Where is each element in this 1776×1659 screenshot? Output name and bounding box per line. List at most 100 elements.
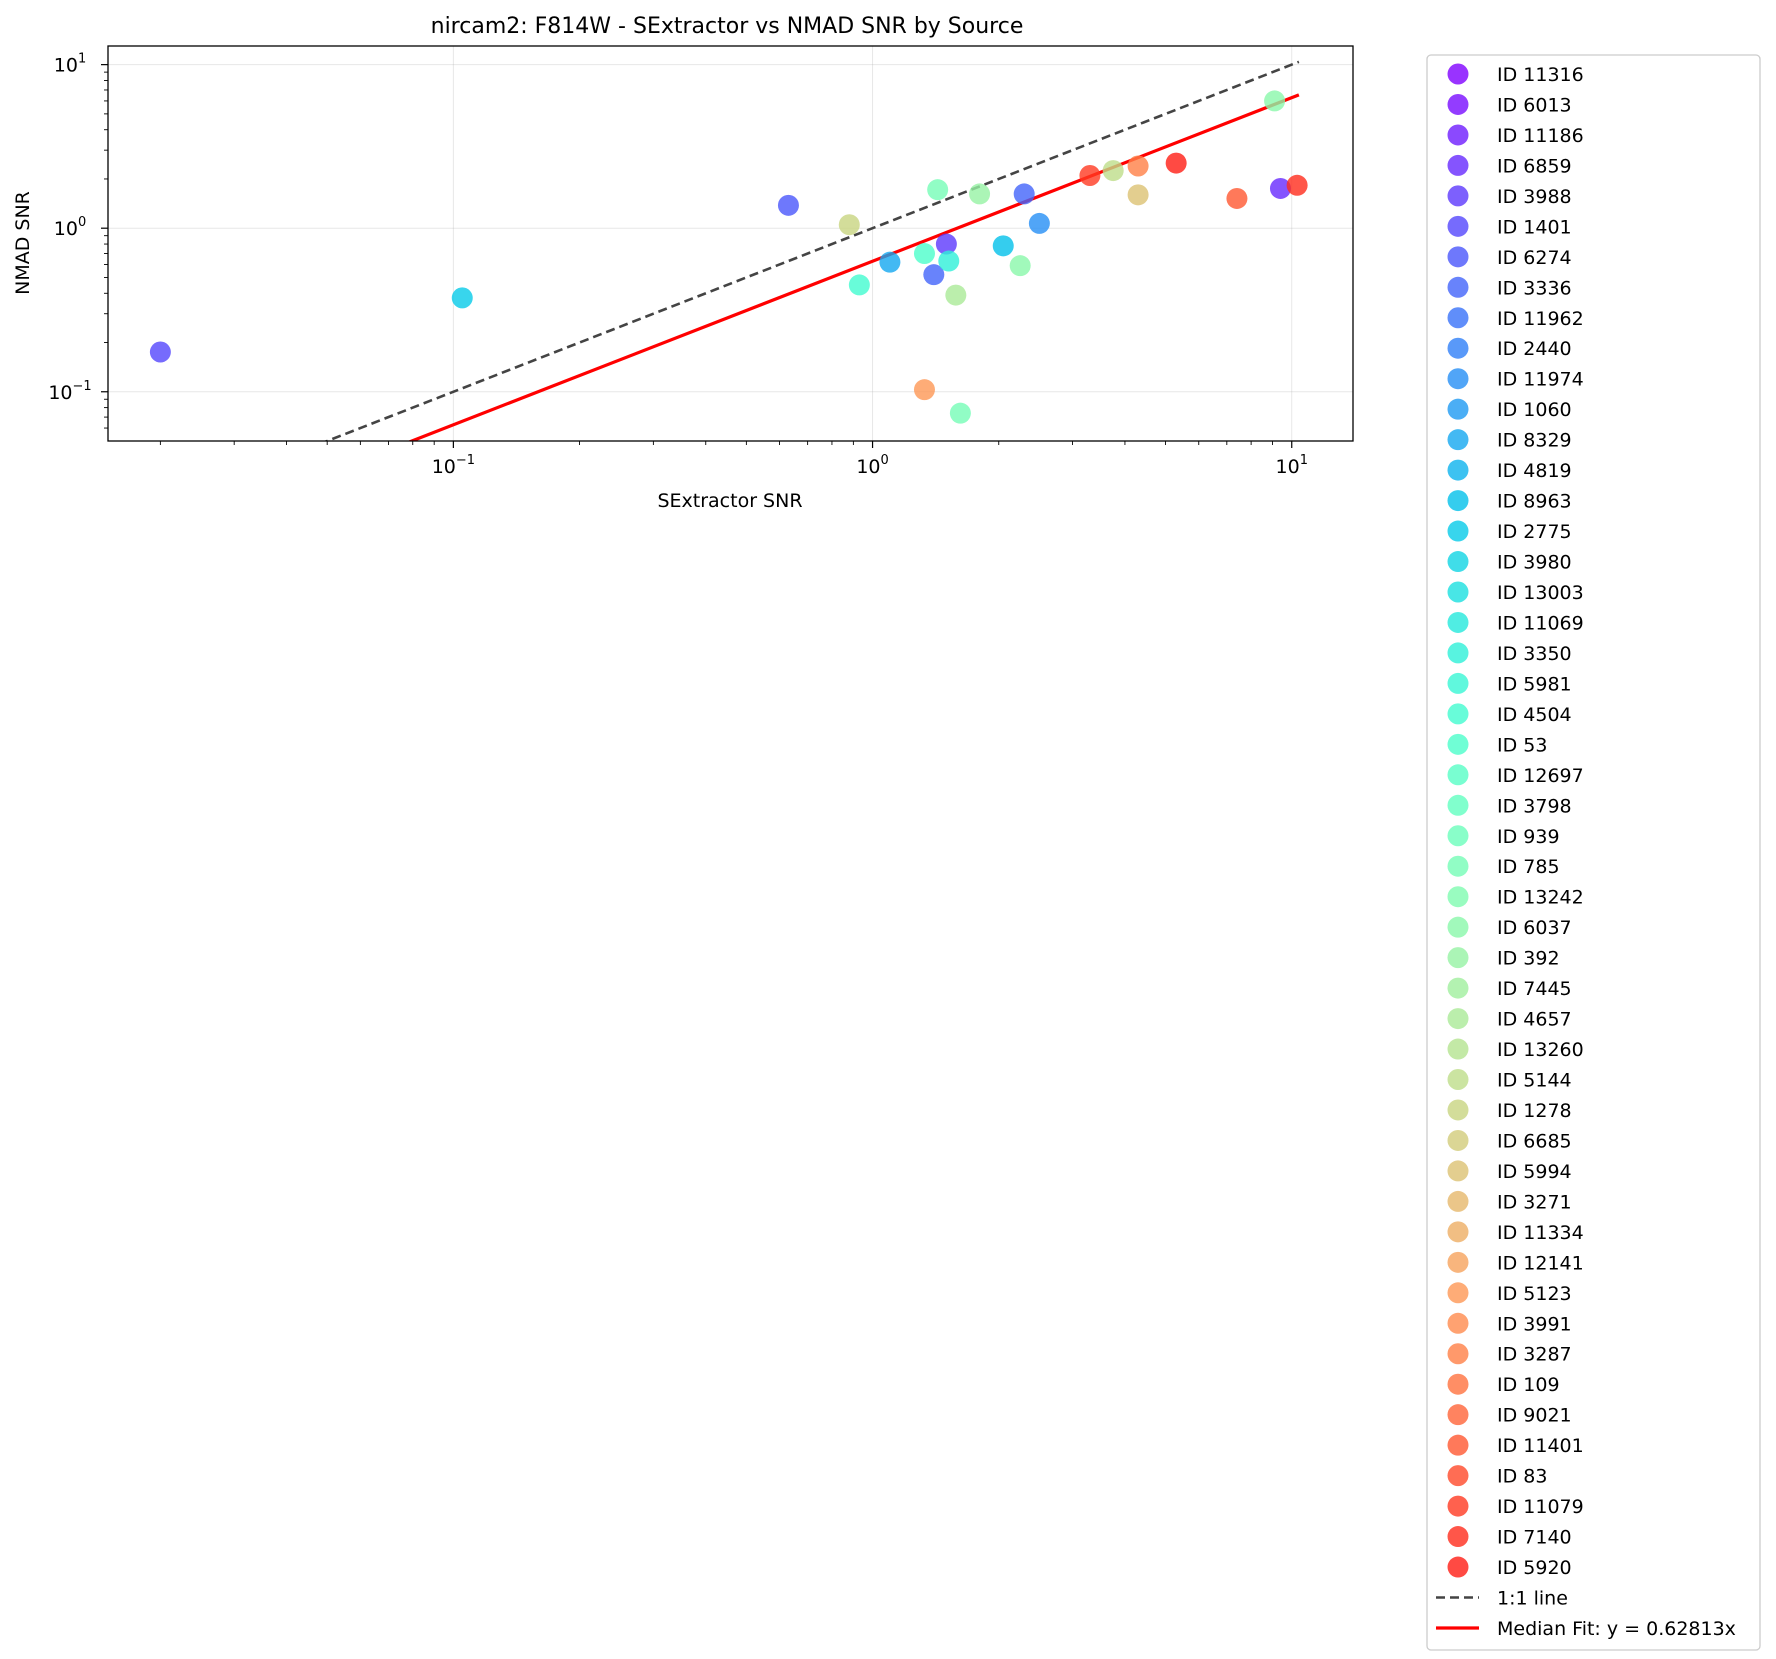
legend-label: ID 785: [1497, 856, 1560, 878]
legend-label: ID 3991: [1497, 1313, 1572, 1335]
legend-label: ID 3271: [1497, 1191, 1572, 1213]
legend-label: ID 7140: [1497, 1527, 1572, 1549]
legend-label: ID 2775: [1497, 521, 1572, 543]
legend-marker: [1447, 246, 1469, 268]
legend-label: ID 11962: [1497, 308, 1584, 330]
legend-label: ID 4657: [1497, 1009, 1572, 1031]
legend-label: ID 12141: [1497, 1252, 1584, 1274]
legend-label: ID 13260: [1497, 1039, 1584, 1061]
legend-label: 1:1 line: [1497, 1588, 1568, 1610]
identity-line: [323, 60, 1300, 441]
legend-marker: [1447, 459, 1469, 481]
legend-marker: [1447, 551, 1469, 573]
legend-marker: [1447, 490, 1469, 512]
data-point: [848, 274, 870, 296]
legend-marker: [1447, 1008, 1469, 1030]
legend-label: ID 4819: [1497, 460, 1572, 482]
data-point: [945, 284, 967, 306]
data-point: [777, 194, 799, 216]
legend-label: ID 11186: [1497, 125, 1584, 147]
y-tick-label: 100: [54, 215, 86, 240]
legend-marker: [1447, 154, 1469, 176]
data-point: [1028, 212, 1050, 234]
axis-ticks: 10−1 100 101 10−1 100 101: [48, 52, 1308, 478]
legend-label: ID 11079: [1497, 1496, 1584, 1518]
legend-label: ID 5920: [1497, 1557, 1572, 1579]
data-points: [149, 90, 1308, 424]
data-point: [913, 243, 935, 265]
legend-label: Median Fit: y = 0.62813x: [1497, 1618, 1736, 1640]
reference-lines: [323, 60, 1300, 441]
legend-marker: [1447, 185, 1469, 207]
data-point: [451, 287, 473, 309]
data-point: [969, 183, 991, 205]
legend-label: ID 392: [1497, 948, 1560, 970]
legend-label: ID 11974: [1497, 369, 1584, 391]
legend-marker: [1447, 215, 1469, 237]
y-tick-label: 101: [54, 52, 86, 77]
legend-marker: [1447, 1343, 1469, 1365]
chart-title: nircam2: F814W - SExtractor vs NMAD SNR …: [431, 14, 1024, 39]
data-point: [1127, 155, 1149, 177]
legend-label: ID 6685: [1497, 1130, 1572, 1152]
legend-marker: [1447, 794, 1469, 816]
legend-label: ID 11334: [1497, 1222, 1584, 1244]
legend-label: ID 13003: [1497, 582, 1584, 604]
legend-label: ID 5144: [1497, 1070, 1572, 1092]
legend-marker: [1447, 1099, 1469, 1121]
legend-marker: [1447, 307, 1469, 329]
legend-marker: [1447, 276, 1469, 298]
legend-marker: [1447, 733, 1469, 755]
legend-marker: [1447, 520, 1469, 542]
legend-marker: [1447, 642, 1469, 664]
legend-label: ID 2440: [1497, 338, 1572, 360]
legend-marker: [1447, 977, 1469, 999]
legend-label: ID 8329: [1497, 430, 1572, 452]
legend-items: ID 11316 ID 6013 ID 11186 ID 6859 ID 3988 ID …: [1436, 63, 1736, 1640]
legend-marker: [1447, 1069, 1469, 1091]
legend-marker: [1447, 398, 1469, 420]
legend-label: ID 6859: [1497, 155, 1572, 177]
legend-label: ID 53: [1497, 734, 1547, 756]
legend-label: ID 3798: [1497, 795, 1572, 817]
legend-marker: [1447, 611, 1469, 633]
data-point: [1286, 174, 1308, 196]
data-point: [1013, 183, 1035, 205]
legend-label: ID 3287: [1497, 1344, 1572, 1366]
legend-marker: [1447, 63, 1469, 85]
legend-label: ID 1278: [1497, 1100, 1572, 1122]
data-point: [1165, 152, 1187, 174]
y-axis-label: NMAD SNR: [12, 191, 34, 295]
legend-label: ID 3988: [1497, 186, 1572, 208]
grid-lines: [108, 46, 1353, 441]
legend-label: ID 5994: [1497, 1161, 1572, 1183]
legend-label: ID 11316: [1497, 64, 1584, 86]
legend-marker: [1447, 1434, 1469, 1456]
legend: ID 11316 ID 6013 ID 11186 ID 6859 ID 3988 ID …: [1426, 54, 1761, 1651]
legend-marker: [1447, 1495, 1469, 1517]
legend-marker: [1447, 1373, 1469, 1395]
legend-label: ID 12697: [1497, 765, 1584, 787]
data-point: [1264, 90, 1286, 112]
legend-marker: [1447, 764, 1469, 786]
legend-marker: [1447, 947, 1469, 969]
legend-marker: [1447, 916, 1469, 938]
legend-marker: [1447, 368, 1469, 390]
x-tick-label: 101: [1276, 453, 1308, 478]
legend-marker: [1447, 886, 1469, 908]
legend-marker: [1447, 1404, 1469, 1426]
legend-marker: [1447, 1526, 1469, 1548]
data-point: [1102, 160, 1124, 182]
x-tick-label: 100: [856, 453, 888, 478]
x-axis-label: SExtractor SNR: [657, 490, 802, 512]
legend-marker: [1447, 672, 1469, 694]
data-point: [149, 341, 171, 363]
legend-marker: [1447, 1160, 1469, 1182]
data-point: [1127, 184, 1149, 206]
data-point: [938, 250, 960, 272]
legend-frame: [1426, 54, 1761, 1651]
legend-marker: [1447, 1312, 1469, 1334]
data-point: [913, 379, 935, 401]
legend-marker: [1447, 1038, 1469, 1060]
